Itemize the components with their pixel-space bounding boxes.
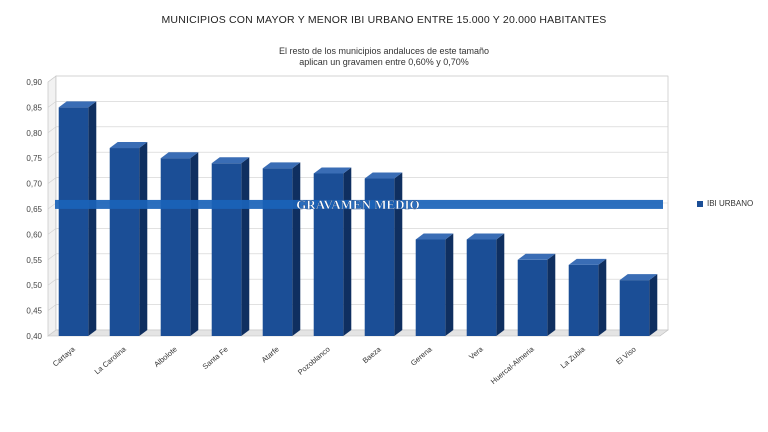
x-tick-label: Pozoblanco — [296, 345, 332, 377]
y-tick-label: 0,90 — [26, 78, 42, 87]
chart-title: MUNICIPIOS CON MAYOR Y MENOR IBI URBANO … — [161, 14, 607, 26]
bar-side — [445, 233, 454, 336]
bar-side — [190, 152, 199, 336]
y-tick-label: 0,60 — [26, 230, 42, 239]
reference-label: GRAVAMEN MEDIO — [296, 197, 419, 212]
bar-side — [139, 142, 148, 336]
bar-top — [517, 253, 556, 260]
x-tick-label: Huercal-Almeria — [489, 344, 537, 386]
x-tick-label: Baeza — [361, 344, 384, 365]
chart-subtitle-line-1: El resto de los municipios andaluces de … — [278, 46, 490, 56]
x-tick-label: Vera — [467, 344, 485, 361]
gridline — [47, 75, 668, 83]
x-tick-label: El Viso — [614, 345, 638, 367]
y-tick-label: 0,80 — [26, 129, 42, 138]
bar-side — [292, 162, 301, 336]
bar — [415, 239, 446, 336]
y-tick-label: 0,65 — [26, 205, 42, 214]
bar-top — [619, 274, 658, 281]
gridline — [47, 228, 668, 235]
gridline — [47, 329, 668, 337]
y-tick-label: 0,45 — [26, 307, 42, 316]
x-tick-label: Albolote — [152, 345, 179, 369]
bar — [466, 239, 497, 336]
gridline — [47, 253, 668, 261]
gridline — [47, 278, 668, 286]
y-tick-label: 0,85 — [26, 103, 42, 112]
bar — [517, 259, 548, 336]
bar — [58, 107, 89, 337]
y-tick-label: 0,40 — [26, 332, 42, 341]
bar-side — [496, 233, 505, 336]
bar-top — [466, 233, 505, 240]
x-tick-label: La Carolina — [93, 344, 129, 376]
x-tick-label: Santa Fe — [201, 345, 230, 371]
bar — [211, 163, 242, 336]
x-tick-label: Gerena — [409, 344, 435, 368]
legend: IBI URBANO — [697, 199, 753, 208]
y-tick-label: 0,50 — [26, 281, 42, 290]
reference-band — [55, 199, 663, 209]
gridline — [47, 101, 668, 108]
legend-label: IBI URBANO — [707, 199, 754, 208]
bar-side — [394, 172, 403, 336]
bar — [160, 158, 191, 336]
y-tick-label: 0,75 — [26, 154, 42, 163]
chart-subtitle-line-2: aplican un gravamen entre 0,60% y 0,70% — [299, 57, 469, 67]
x-tick-label: Cartaya — [51, 344, 78, 368]
gridline — [47, 126, 668, 134]
legend-swatch — [697, 200, 703, 207]
bar — [109, 148, 140, 336]
bar-side — [547, 253, 556, 336]
bar-side — [598, 258, 607, 336]
bar — [568, 264, 599, 336]
bar-top — [58, 101, 97, 108]
bar-top — [364, 172, 403, 179]
bar-side — [343, 167, 352, 336]
bar-top — [313, 167, 352, 174]
bar-side — [649, 274, 658, 336]
x-tick-label: La Zubia — [559, 344, 588, 370]
bar-top — [568, 258, 607, 265]
gridline — [47, 151, 668, 159]
bar-side — [88, 101, 97, 337]
bar-top — [262, 162, 301, 169]
bar — [619, 280, 650, 336]
y-tick-label: 0,70 — [26, 180, 42, 189]
x-tick-label: Atarfe — [260, 345, 281, 365]
bar-top — [415, 233, 454, 240]
bar-top — [160, 152, 199, 159]
y-tick-label: 0,55 — [26, 256, 42, 265]
bar — [262, 168, 293, 336]
gridline — [47, 177, 668, 184]
bar-side — [241, 157, 250, 336]
gridline — [47, 304, 668, 311]
bar-top — [211, 157, 250, 164]
bar-top — [109, 142, 148, 149]
